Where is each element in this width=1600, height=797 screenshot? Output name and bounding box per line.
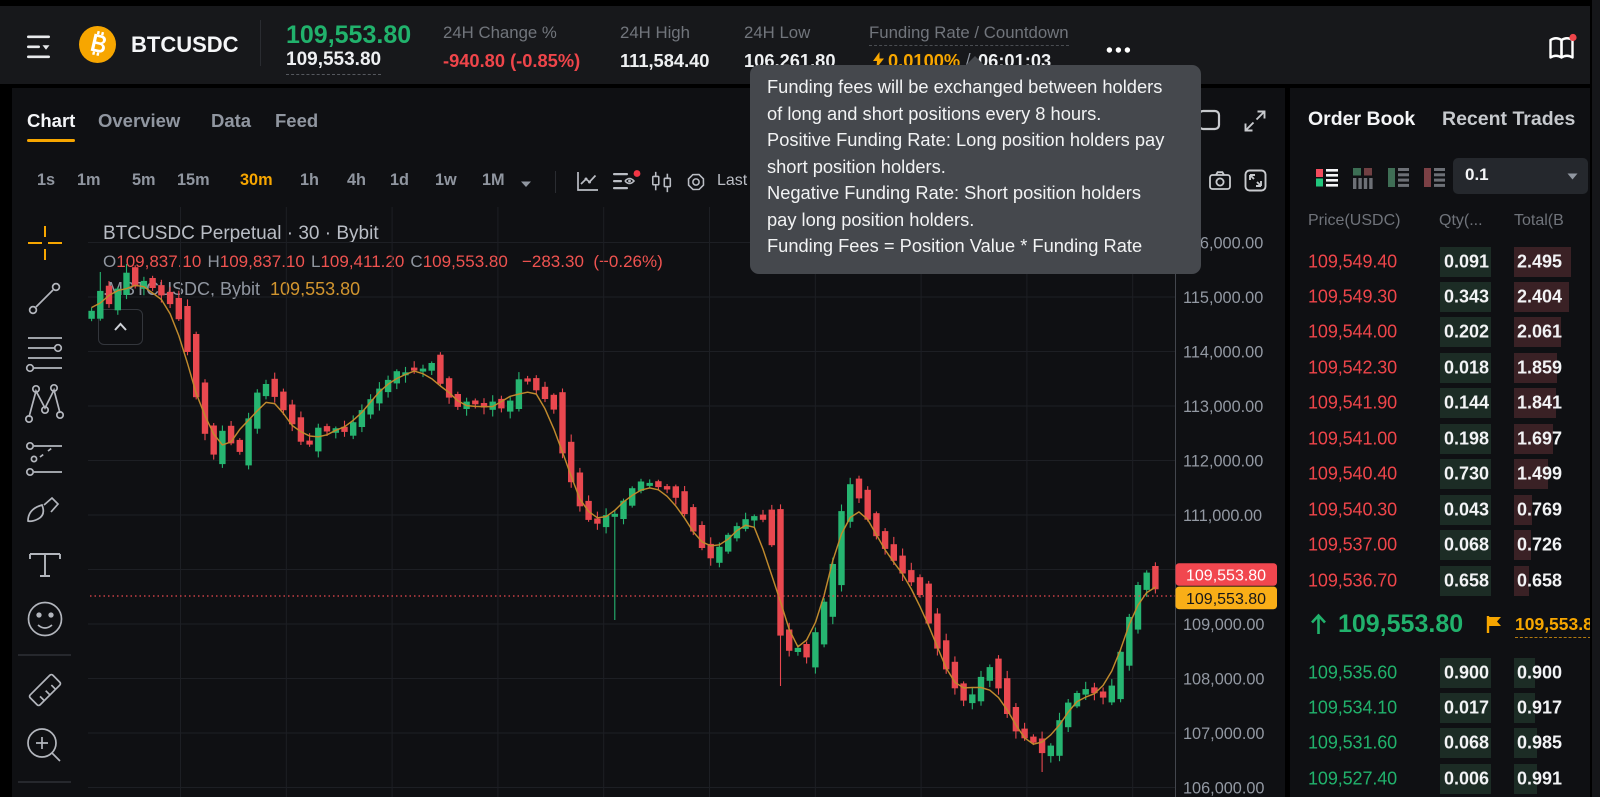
svg-text:112,000.00: 112,000.00 — [1183, 452, 1263, 470]
svg-text:107,000.00: 107,000.00 — [1183, 725, 1265, 743]
svg-text:106,000.00: 106,000.00 — [1183, 779, 1265, 797]
svg-text:111,000.00: 111,000.00 — [1183, 507, 1262, 525]
svg-text:116,000.00: 116,000.00 — [1183, 234, 1263, 252]
svg-text:109,000.00: 109,000.00 — [1183, 616, 1265, 634]
svg-text:109,553.80: 109,553.80 — [1186, 568, 1266, 585]
svg-text:113,000.00: 113,000.00 — [1183, 398, 1263, 416]
svg-text:109,553.80: 109,553.80 — [1186, 591, 1266, 608]
svg-text:114,000.00: 114,000.00 — [1183, 343, 1263, 361]
svg-text:108,000.00: 108,000.00 — [1183, 670, 1265, 688]
svg-text:115,000.00: 115,000.00 — [1183, 289, 1263, 307]
